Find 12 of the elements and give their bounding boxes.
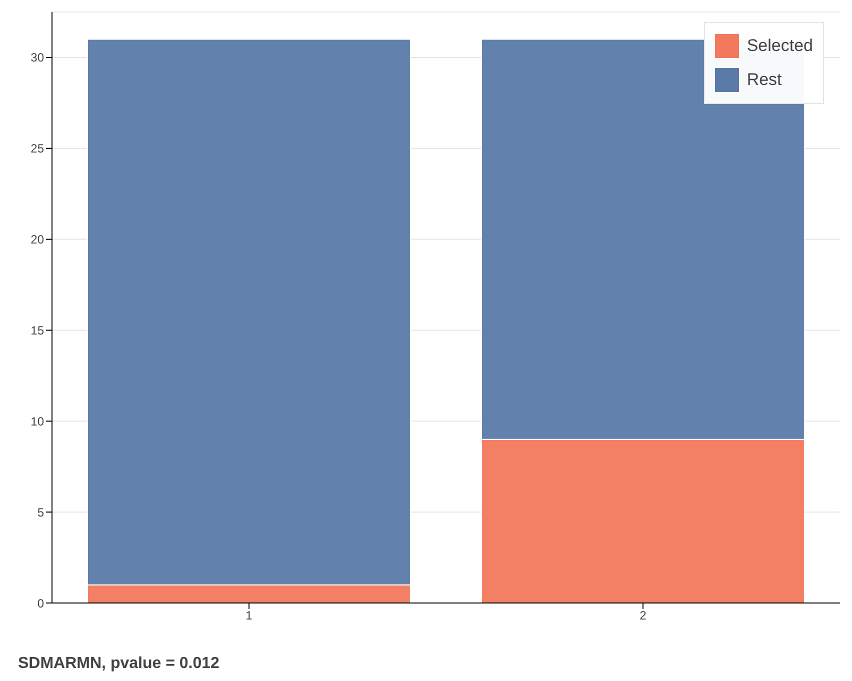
text: SDMARMN, pvalue = 0.012	[18, 655, 220, 673]
x-tick-label: 1	[246, 608, 253, 623]
y-tick-label: 15	[30, 323, 44, 338]
y-tick-label: 0	[37, 596, 44, 610]
x-tick-label: 2	[640, 608, 647, 623]
y-tick-label: 20	[30, 232, 44, 247]
y-tick-label: 5	[37, 505, 44, 520]
series-label: Rest	[746, 70, 782, 90]
legend-label: Selected	[746, 36, 813, 56]
y-tick-label: 25	[30, 142, 44, 156]
y-tick-label: 10	[30, 414, 44, 428]
y-tick-label: 30	[30, 50, 44, 65]
